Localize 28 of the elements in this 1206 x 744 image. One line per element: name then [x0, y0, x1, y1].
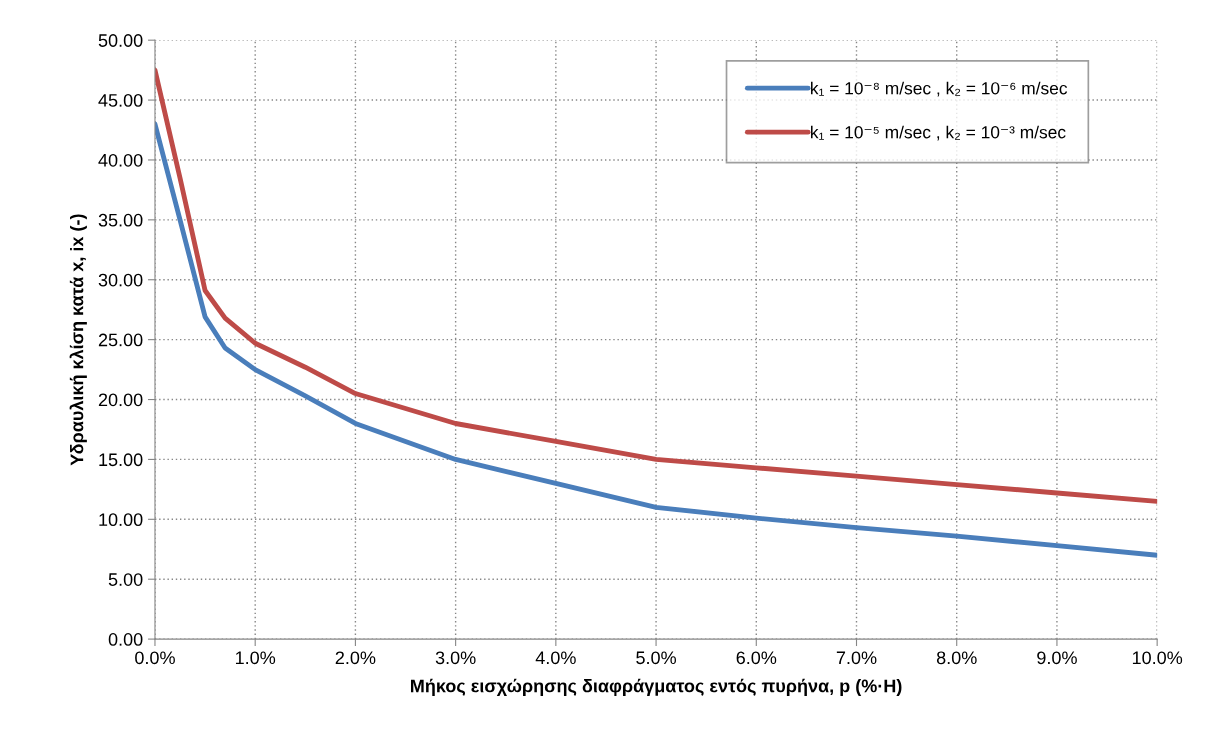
y-tick-label: 20.00 [98, 393, 143, 407]
y-tick-label: 35.00 [98, 213, 143, 227]
x-tick-label: 4.0% [535, 651, 576, 665]
legend-label: k₁ = 10⁻⁵ m/sec , k₂ = 10⁻³ m/sec [811, 125, 1066, 141]
y-axis-title: Υδραυλική κλίση κατά x, ix (-) [69, 214, 87, 466]
x-tick-label: 7.0% [836, 651, 877, 665]
y-tick-label: 10.00 [99, 513, 143, 527]
x-tick-label: 8.0% [936, 651, 977, 665]
x-tick-label: 9.0% [1037, 651, 1077, 665]
x-tick-label: 5.0% [636, 651, 676, 665]
y-tick-label: 25.00 [98, 333, 143, 347]
y-tick-label: 15.00 [99, 453, 143, 467]
y-tick-label: 30.00 [98, 273, 143, 287]
x-tick-label: 3.0% [435, 651, 476, 665]
y-tick-label: 45.00 [98, 94, 143, 107]
y-tick-label: 5.00 [108, 573, 143, 586]
x-axis-title: Μήκος εισχώρησης διαφράγματος εντός πυρήνα, p (%·H) [411, 678, 902, 696]
legend-label: k₁ = 10⁻⁸ m/sec , k₂ = 10⁻⁶ m/sec [811, 81, 1068, 97]
x-tick-label: 6.0% [736, 651, 777, 665]
y-tick-label: 40.00 [98, 153, 143, 167]
x-tick-label: 1.0% [235, 651, 276, 665]
x-tick-label: 2.0% [335, 651, 376, 665]
x-tick-label: 10.0% [1132, 651, 1183, 665]
line-series [154, 67, 1158, 504]
x-tick-label: 0.0% [135, 651, 175, 665]
y-tick-label: 0.00 [108, 633, 143, 646]
line-series [154, 121, 1158, 558]
y-tick-label: 50.00 [98, 34, 143, 47]
